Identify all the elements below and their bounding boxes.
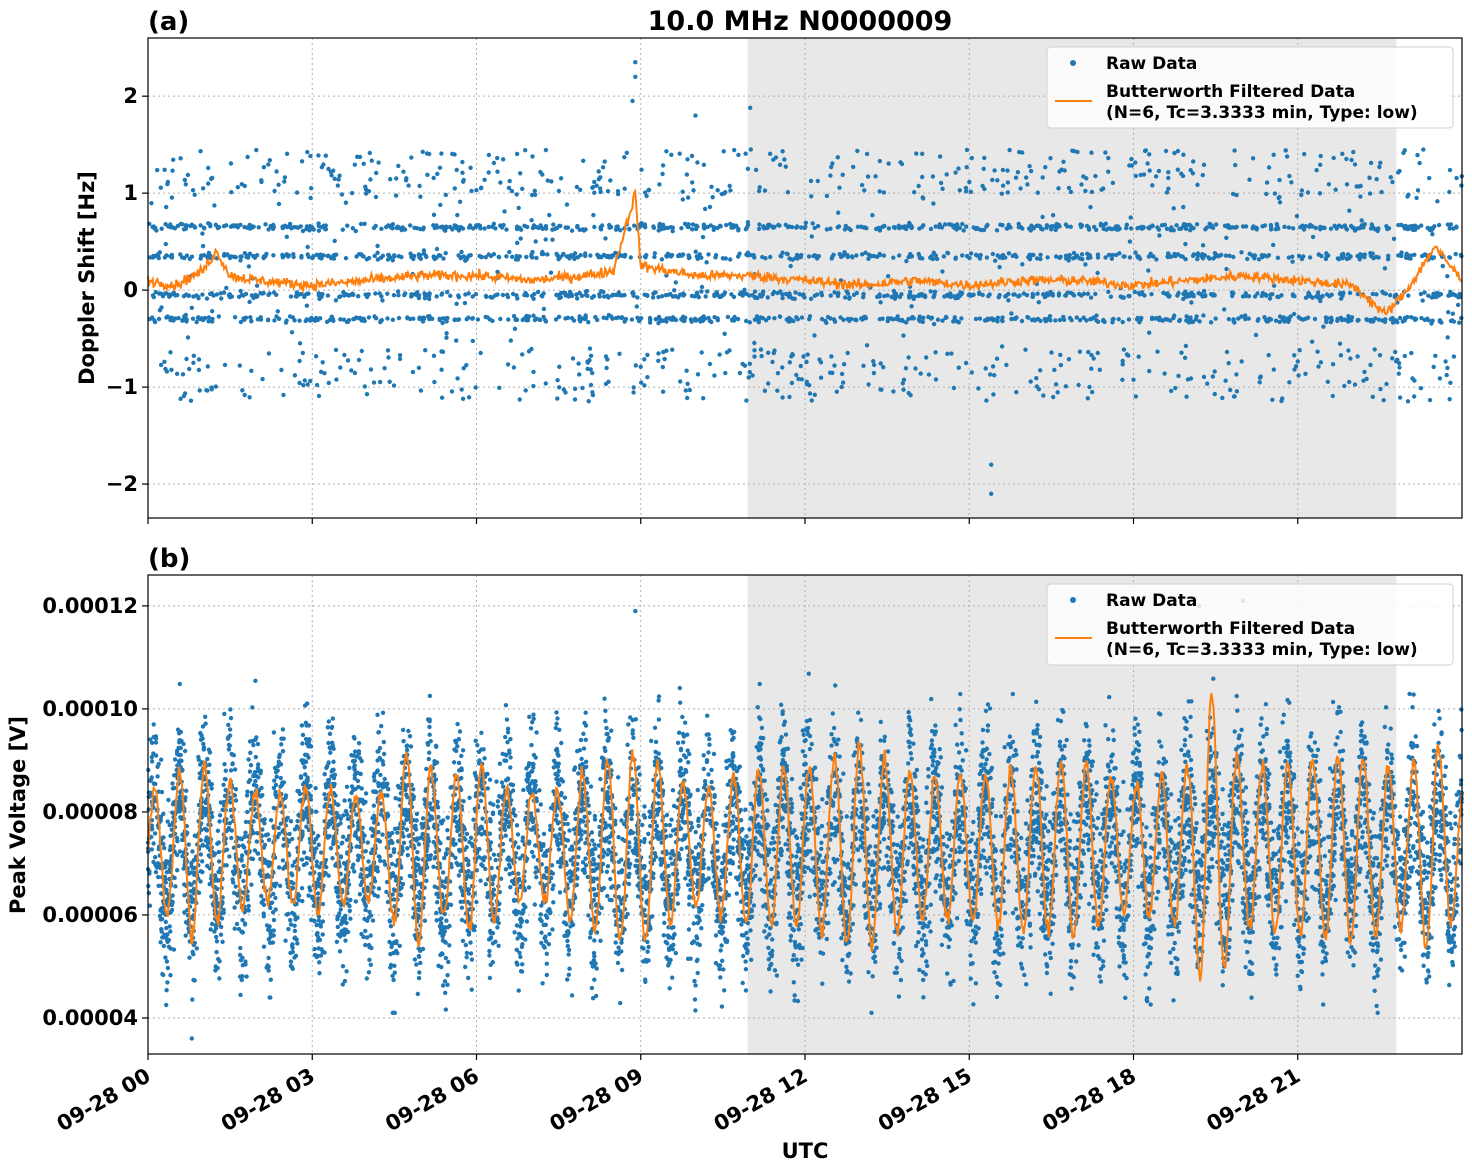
x-axis-label: UTC [782, 1139, 829, 1163]
y-tick-label: 0.00008 [42, 800, 138, 824]
x-tick-label: 09-28 06 [381, 1064, 483, 1137]
panel-a-legend: Raw Data Butterworth Filtered Data (N=6,… [1046, 46, 1454, 129]
panel-a-raw-scatter [147, 59, 1465, 496]
x-tick-label: 09-28 03 [217, 1064, 319, 1137]
legend-box [1046, 583, 1454, 666]
panel-b-legend: Raw Data Butterworth Filtered Data (N=6,… [1046, 583, 1454, 666]
legend-filtered-params: (N=6, Tc=3.3333 min, Type: low) [1106, 640, 1418, 660]
x-tick-label: 09-28 00 [53, 1064, 155, 1137]
panel-a-filtered-line [147, 188, 1463, 316]
panel-b-y-ticks: 0.00012 0.00010 0.00008 0.00006 0.00004 [42, 594, 148, 1030]
panel-b-ylabel: Peak Voltage [V] [6, 716, 30, 914]
raw-data-points [147, 59, 1465, 496]
x-tick-label: 09-28 12 [710, 1064, 812, 1137]
y-tick-label: 0.00006 [42, 903, 138, 927]
legend-filtered-label: Butterworth Filtered Data [1106, 619, 1355, 639]
panel-b-label: (b) [148, 544, 190, 574]
legend-filtered-label: Butterworth Filtered Data [1106, 82, 1355, 102]
panel-a-ylabel: Doppler Shift [Hz] [75, 171, 99, 385]
y-tick-label: 0.00012 [42, 594, 138, 618]
x-tick-label: 09-28 09 [545, 1064, 647, 1137]
legend-raw-marker [1070, 597, 1076, 603]
panel-b-filtered-line [147, 692, 1463, 982]
y-tick-label: 1 [123, 181, 138, 205]
figure-title: 10.0 MHz N0000009 [648, 6, 953, 37]
y-tick-label: 2 [123, 84, 138, 108]
x-tick-label: 09-28 15 [874, 1064, 976, 1137]
y-tick-label: 0 [123, 278, 138, 302]
panel-a-y-ticks: 2 1 0 −1 −2 [106, 84, 148, 496]
panel-a-label: (a) [148, 7, 189, 37]
x-tick-label: 09-28 18 [1038, 1064, 1140, 1137]
panel-a: (a) Doppler Shift [Hz] 2 1 0 −1 −2 Raw Data … [75, 7, 1465, 524]
y-tick-label: −1 [106, 375, 138, 399]
legend-filtered-params: (N=6, Tc=3.3333 min, Type: low) [1106, 103, 1418, 123]
y-tick-label: 0.00010 [42, 697, 138, 721]
panel-a-x-ticks [147, 518, 1299, 524]
panel-b: (b) Peak Voltage [V] 0.000120.000100.000… [6, 544, 1464, 1136]
panel-b-x-ticks: 09-28 00 09-28 03 09-28 06 09-28 09 09-28 12… [53, 1054, 1304, 1137]
legend-raw-label: Raw Data [1106, 54, 1197, 74]
legend-box [1046, 46, 1454, 129]
x-tick-label: 09-28 21 [1202, 1064, 1304, 1137]
legend-raw-marker [1070, 60, 1076, 66]
legend-raw-label: Raw Data [1106, 591, 1197, 611]
y-tick-label: −2 [106, 472, 138, 496]
y-tick-label: 0.00004 [42, 1006, 138, 1030]
